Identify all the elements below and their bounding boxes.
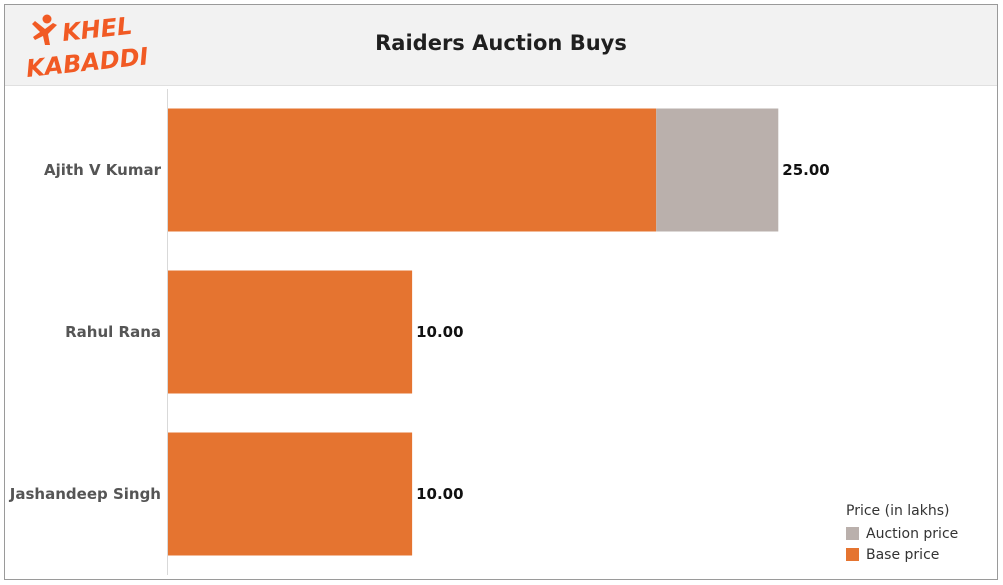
data-label: 25.00 xyxy=(782,161,829,179)
chart-header: KHEL KABADDI Raiders Auction Buys xyxy=(5,5,997,86)
khel-kabaddi-logo: KHEL KABADDI xyxy=(25,12,150,83)
bar-base-price-rahul-rana xyxy=(168,270,413,394)
player-figure-icon xyxy=(32,14,57,45)
legend-item-base: Base price xyxy=(846,544,958,565)
data-label: 10.00 xyxy=(416,485,463,503)
legend: Price (in lakhs) Auction price Base pric… xyxy=(846,503,958,565)
bar-auction-price-ajith-v-kumar xyxy=(656,108,779,232)
data-label: 10.00 xyxy=(416,323,463,341)
legend-swatch-base xyxy=(846,548,859,561)
chart-title: Raiders Auction Buys xyxy=(375,31,627,55)
category-label: Jashandeep Singh xyxy=(9,485,161,503)
category-label: Rahul Rana xyxy=(65,323,161,341)
legend-swatch-auction xyxy=(846,527,859,540)
legend-item-auction: Auction price xyxy=(846,523,958,544)
legend-label-auction: Auction price xyxy=(866,525,959,542)
bar-base-price-jashandeep-singh xyxy=(168,432,413,556)
category-label: Ajith V Kumar xyxy=(44,161,162,179)
bar-base-price-ajith-v-kumar xyxy=(168,108,657,232)
legend-title: Price (in lakhs) xyxy=(846,503,950,519)
legend-label-base: Base price xyxy=(866,546,940,563)
